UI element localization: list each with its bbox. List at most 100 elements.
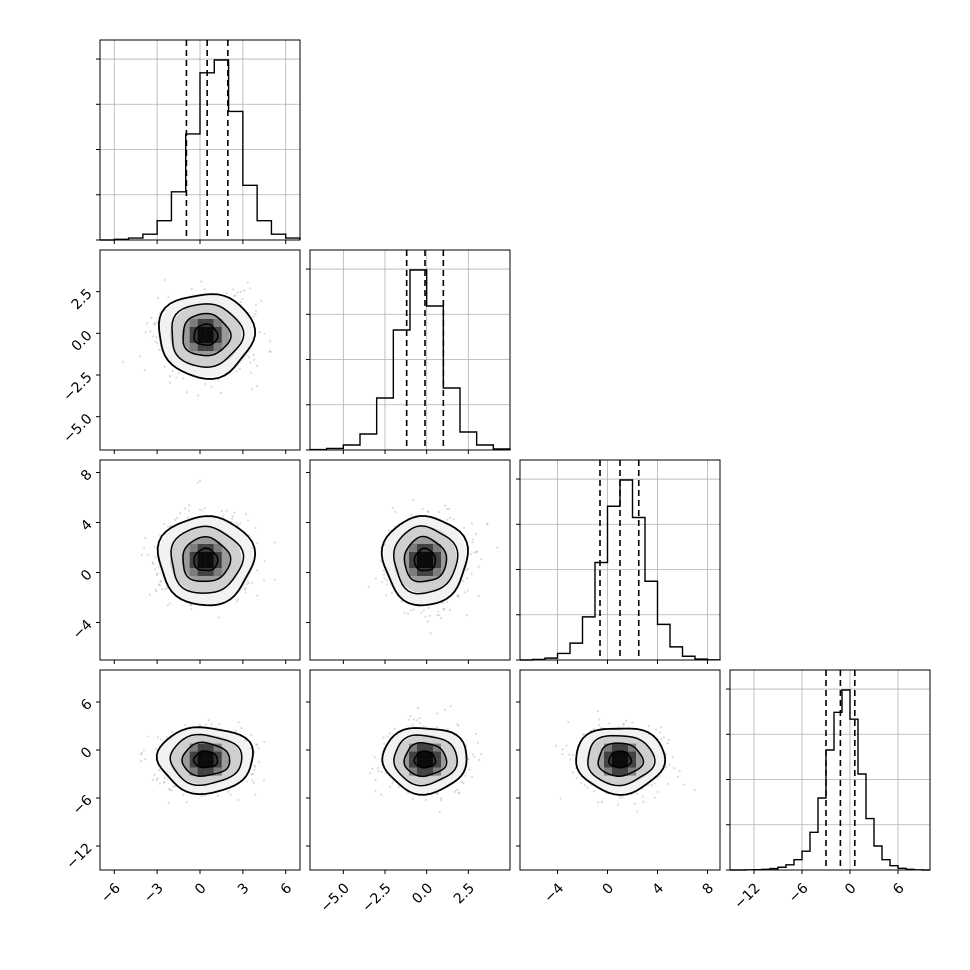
scatter-point [422, 609, 425, 612]
scatter-point [421, 507, 424, 511]
scatter-point [462, 580, 465, 583]
histogram-step [100, 59, 301, 241]
scatter-point [160, 587, 164, 591]
scatter-point [251, 546, 254, 550]
scatter-point [263, 560, 266, 563]
scatter-point [252, 781, 255, 784]
scatter-point [440, 799, 443, 802]
scatter-point [465, 613, 469, 617]
scatter-point [412, 718, 415, 721]
scatter-point [254, 793, 257, 796]
contour-line [169, 733, 243, 787]
density-pixel [433, 552, 441, 560]
scatter-point [253, 764, 256, 767]
density-pixel [197, 319, 206, 327]
scatter-point [159, 579, 162, 583]
scatter-point [153, 568, 157, 571]
scatter-point [217, 379, 220, 382]
scatter-point [198, 723, 202, 727]
density-pixel [433, 568, 441, 576]
scatter-point [155, 573, 158, 576]
scatter-point [273, 578, 276, 581]
scatter-point [249, 287, 252, 290]
scatter-point [262, 579, 266, 582]
scatter-point [231, 515, 234, 518]
scatter-point [207, 719, 210, 722]
scatter-point [225, 509, 228, 512]
scatter-point [168, 788, 171, 792]
scatter-point [456, 594, 459, 597]
scatter-point [253, 751, 256, 754]
scatter-point [442, 608, 446, 611]
scatter-point [204, 723, 208, 726]
joint-frame-1-2 [306, 459, 511, 664]
joint-frame-0-3 [96, 669, 301, 874]
scatter-point [167, 801, 170, 804]
scatter-point [397, 785, 400, 789]
scatter-point [435, 792, 439, 796]
scatter-point [263, 741, 266, 744]
density-pixel [197, 544, 206, 552]
scatter-point [255, 385, 259, 388]
density-pixel [197, 568, 206, 576]
scatter-point [252, 353, 255, 357]
scatter-point [475, 550, 478, 553]
scatter-point [249, 371, 253, 374]
scatter-point [172, 785, 175, 788]
scatter-point [217, 616, 220, 619]
scatter-point [247, 581, 250, 585]
scatter-point [251, 779, 254, 782]
scatter-point [391, 782, 394, 785]
scatter-point [151, 335, 154, 338]
scatter-point [475, 732, 478, 736]
scatter-point [448, 516, 451, 520]
scatter-point [263, 332, 266, 335]
contour-line [403, 535, 448, 583]
density-pixel [197, 552, 206, 560]
joint-panel-0-1 [121, 278, 272, 397]
scatter-point [410, 513, 413, 516]
density-pixel [189, 759, 198, 768]
density-pixel [425, 568, 433, 576]
scatter-point [204, 382, 207, 386]
scatter-point [380, 770, 383, 773]
scatter-point [446, 600, 449, 604]
scatter-point [462, 526, 466, 529]
scatter-point [198, 479, 202, 482]
contour-line [380, 515, 469, 607]
scatter-point [203, 288, 206, 291]
scatter-point [185, 801, 188, 804]
density-pixel [409, 552, 417, 560]
contour-line [413, 547, 437, 572]
scatter-point [474, 533, 477, 536]
scatter-point [235, 521, 238, 524]
scatter-point [477, 565, 480, 568]
contour-line [156, 515, 257, 607]
scatter-point [152, 562, 155, 565]
density-pixel [205, 767, 214, 776]
scatter-point [403, 611, 406, 615]
scatter-point [156, 297, 160, 300]
scatter-point [238, 367, 241, 370]
density-pixel [213, 319, 222, 327]
scatter-point [173, 785, 177, 788]
scatter-point [153, 545, 156, 548]
scatter-point [439, 797, 443, 800]
scatter-point [457, 595, 460, 599]
scatter-point [166, 604, 169, 607]
scatter-point [446, 507, 449, 510]
scatter-point [227, 790, 230, 793]
scatter-point [258, 760, 261, 763]
contour-line [192, 750, 219, 769]
scatter-point [256, 743, 259, 746]
joint-panel-0-3 [139, 719, 266, 804]
density-pixel [213, 759, 222, 768]
density-pixel [205, 343, 214, 351]
scatter-point [216, 794, 220, 797]
scatter-point [146, 554, 149, 557]
scatter-point [235, 600, 238, 603]
panel-frame [519, 459, 721, 661]
scatter-point [237, 798, 240, 802]
scatter-point [236, 523, 239, 526]
panel-frame [309, 459, 511, 661]
